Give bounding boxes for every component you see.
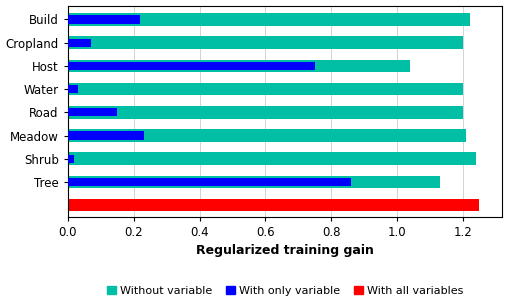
Bar bbox=[68, 85, 78, 93]
Bar bbox=[68, 13, 469, 26]
Bar bbox=[68, 15, 140, 23]
Bar bbox=[68, 77, 502, 101]
Bar bbox=[68, 155, 74, 163]
Bar bbox=[68, 36, 463, 49]
Bar bbox=[68, 83, 463, 95]
Bar bbox=[68, 170, 502, 194]
Bar bbox=[68, 54, 502, 77]
Bar bbox=[68, 152, 476, 165]
Bar bbox=[68, 31, 502, 54]
Bar bbox=[68, 39, 91, 47]
X-axis label: Regularized training gain: Regularized training gain bbox=[196, 244, 374, 257]
Bar bbox=[68, 8, 502, 31]
Bar bbox=[68, 175, 440, 188]
Bar bbox=[68, 129, 466, 142]
Bar bbox=[68, 178, 351, 186]
Bar bbox=[68, 108, 117, 116]
Bar bbox=[68, 62, 315, 70]
Bar bbox=[68, 101, 502, 124]
Bar bbox=[68, 106, 463, 119]
Legend: Without variable, With only variable, With all variables: Without variable, With only variable, Wi… bbox=[103, 281, 468, 300]
Bar bbox=[68, 199, 480, 212]
Bar bbox=[68, 132, 144, 140]
Bar bbox=[68, 147, 502, 170]
Bar bbox=[68, 60, 410, 72]
Bar bbox=[68, 124, 502, 147]
